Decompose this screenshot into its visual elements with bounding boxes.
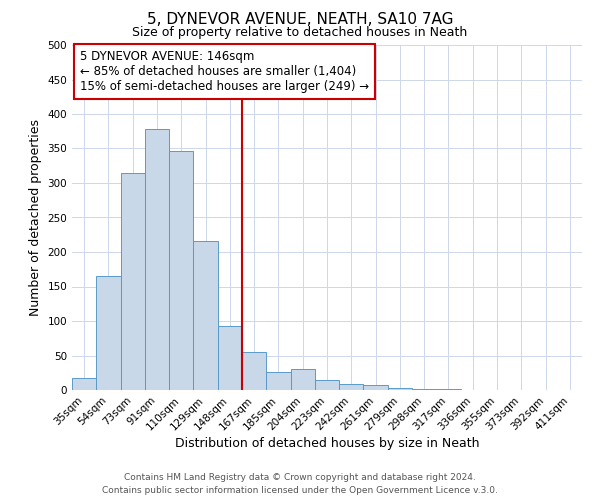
Bar: [121, 174, 145, 390]
Text: Contains HM Land Registry data © Crown copyright and database right 2024.
Contai: Contains HM Land Registry data © Crown c…: [102, 474, 498, 495]
Bar: [339, 384, 364, 390]
Bar: [266, 372, 290, 390]
Bar: [388, 388, 412, 390]
X-axis label: Distribution of detached houses by size in Neath: Distribution of detached houses by size …: [175, 438, 479, 450]
Bar: [72, 378, 96, 390]
Bar: [169, 152, 193, 390]
Bar: [290, 370, 315, 390]
Bar: [364, 385, 388, 390]
Text: 5, DYNEVOR AVENUE, NEATH, SA10 7AG: 5, DYNEVOR AVENUE, NEATH, SA10 7AG: [147, 12, 453, 28]
Bar: [242, 352, 266, 390]
Bar: [193, 241, 218, 390]
Bar: [218, 326, 242, 390]
Bar: [96, 276, 121, 390]
Bar: [145, 129, 169, 390]
Text: 5 DYNEVOR AVENUE: 146sqm
← 85% of detached houses are smaller (1,404)
15% of sem: 5 DYNEVOR AVENUE: 146sqm ← 85% of detach…: [80, 50, 369, 93]
Bar: [315, 380, 339, 390]
Y-axis label: Number of detached properties: Number of detached properties: [29, 119, 42, 316]
Text: Size of property relative to detached houses in Neath: Size of property relative to detached ho…: [133, 26, 467, 39]
